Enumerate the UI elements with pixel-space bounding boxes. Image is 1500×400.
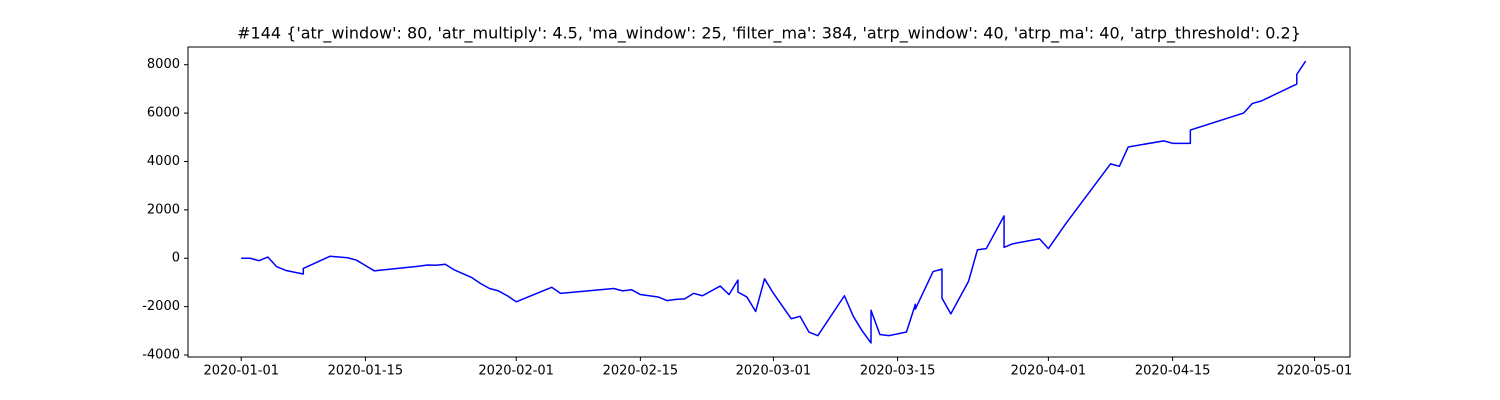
x-tick-label: 2020-03-01 bbox=[736, 364, 812, 379]
line-series bbox=[241, 60, 1307, 344]
x-tick-label: 2020-02-01 bbox=[478, 364, 554, 379]
y-tick-label: 4000 bbox=[147, 154, 180, 169]
chart-title: #144 {'atr_window': 80, 'atr_multiply': … bbox=[237, 24, 1301, 44]
y-tick-label: 2000 bbox=[147, 202, 180, 217]
x-tick-label: 2020-05-01 bbox=[1277, 364, 1353, 379]
x-tick-label: 2020-03-15 bbox=[860, 364, 936, 379]
y-tick-label: 6000 bbox=[147, 106, 180, 121]
y-tick-label: 0 bbox=[172, 251, 180, 266]
x-tick-label: 2020-04-01 bbox=[1011, 364, 1087, 379]
x-tick-label: 2020-01-15 bbox=[328, 364, 404, 379]
y-tick-label: -2000 bbox=[142, 299, 180, 314]
y-tick-label: -4000 bbox=[142, 348, 180, 363]
axes-frame bbox=[187, 46, 1351, 358]
x-tick-label: 2020-04-15 bbox=[1135, 364, 1211, 379]
y-tick-label: 8000 bbox=[147, 57, 180, 72]
x-tick-label: 2020-02-15 bbox=[603, 364, 679, 379]
x-tick-label: 2020-01-01 bbox=[203, 364, 279, 379]
